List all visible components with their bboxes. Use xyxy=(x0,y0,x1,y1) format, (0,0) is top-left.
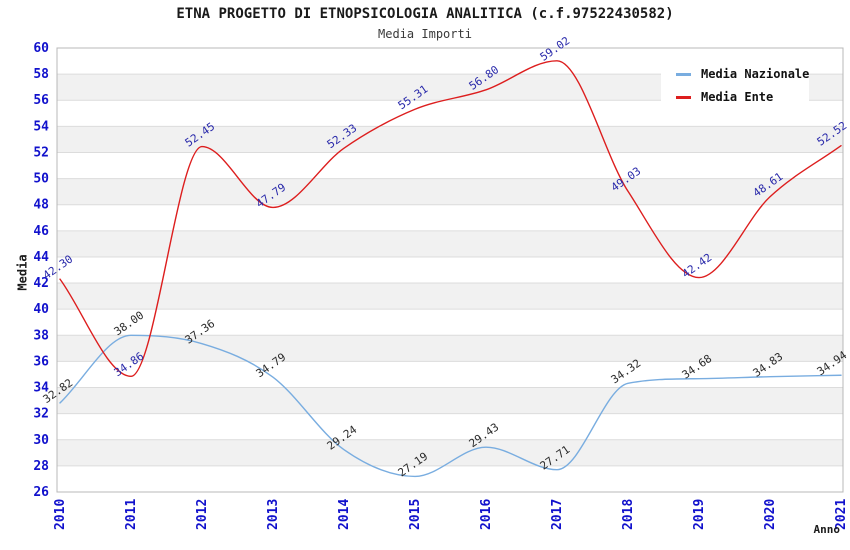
y-tick-label: 32 xyxy=(33,407,49,422)
x-tick-label: 2021 xyxy=(834,499,849,530)
y-tick-label: 30 xyxy=(33,433,49,448)
y-tick-label: 46 xyxy=(33,224,49,239)
data-label: 38.00 xyxy=(112,309,147,339)
y-tick-label: 40 xyxy=(33,302,49,317)
x-tick-label: 2013 xyxy=(266,499,281,530)
x-tick-label: 2018 xyxy=(621,499,636,530)
plot-band xyxy=(57,387,843,414)
x-tick-label: 2020 xyxy=(763,499,778,530)
legend-swatch-media-ente xyxy=(676,95,691,99)
y-tick-label: 28 xyxy=(33,459,49,474)
x-tick-label: 2010 xyxy=(53,499,68,530)
legend-label: Media Nazionale xyxy=(701,67,810,81)
y-tick-label: 56 xyxy=(33,93,49,108)
y-tick-label: 58 xyxy=(33,67,49,82)
chart-title: ETNA PROGETTO DI ETNOPSICOLOGIA ANALITIC… xyxy=(176,6,674,22)
plot-border xyxy=(56,47,844,493)
plot-band xyxy=(57,126,843,153)
legend-swatch-media-nazionale xyxy=(676,72,691,76)
y-axis-label: Media xyxy=(15,254,30,291)
plot-band xyxy=(57,178,843,205)
y-tick-label: 36 xyxy=(33,354,49,369)
y-tick-label: 48 xyxy=(33,198,49,213)
y-tick-label: 26 xyxy=(33,485,49,500)
y-tick-label: 34 xyxy=(33,381,49,396)
x-tick-label: 2011 xyxy=(124,499,139,530)
x-tick-label: 2014 xyxy=(337,499,352,530)
y-tick-label: 44 xyxy=(33,250,49,265)
y-tick-label: 42 xyxy=(33,276,49,291)
legend-label: Media Ente xyxy=(701,90,774,104)
plot-band xyxy=(57,283,843,310)
chart-subtitle: Media Importi xyxy=(378,27,472,41)
x-tick-label: 2015 xyxy=(408,499,423,530)
legend-item-media-ente: Media Ente xyxy=(676,87,809,107)
y-tick-label: 52 xyxy=(33,145,49,160)
x-tick-label: 2012 xyxy=(195,499,210,530)
y-tick-label: 54 xyxy=(33,119,49,134)
legend: Media Nazionale Media Ente xyxy=(661,54,809,117)
plot-band xyxy=(57,335,843,362)
x-tick-label: 2016 xyxy=(479,499,494,530)
y-tick-label: 60 xyxy=(33,41,49,56)
x-tick-label: 2017 xyxy=(550,499,565,530)
legend-item-media-nazionale: Media Nazionale xyxy=(676,64,809,84)
y-tick-label: 50 xyxy=(33,172,49,187)
x-tick-label: 2019 xyxy=(692,499,707,530)
x-axis-label: Anno xyxy=(813,523,841,536)
series-line-1 xyxy=(59,60,842,377)
plot-band xyxy=(57,230,843,257)
y-tick-label: 38 xyxy=(33,328,49,343)
series-line-0 xyxy=(59,334,842,478)
